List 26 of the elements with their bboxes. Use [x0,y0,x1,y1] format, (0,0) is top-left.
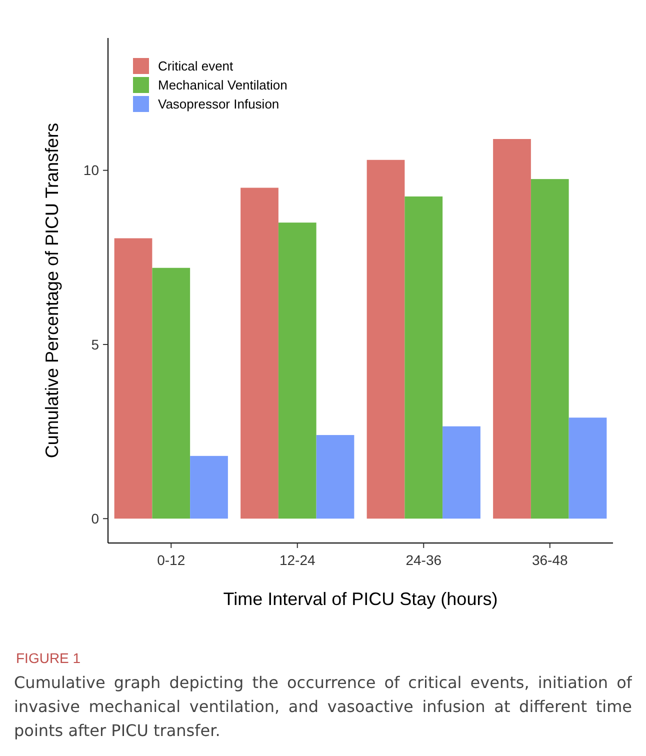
bar [316,435,354,519]
bar [530,179,569,519]
bar [366,160,405,519]
legend-label: Critical event [158,58,234,74]
y-tick-label: 10 [83,162,100,178]
x-tick-label: 24-36 [406,552,442,568]
x-axis-title: Time Interval of PICU Stay (hours) [223,589,498,609]
bar [114,238,152,519]
bar [240,188,278,519]
bar [442,426,480,519]
bar [152,268,190,519]
text: Cumulative graph depicting the occurrence of critical events, initiation of invasive mechanical ventilation, and vasoactive infusion at different time points after PICU transfer. [14,672,632,742]
y-tick-label: 5 [91,336,100,352]
x-tick-label: 36-48 [532,552,568,568]
y-tick-label: 0 [91,510,100,527]
bar [493,139,531,519]
caption: FIGURE 1 [16,650,81,666]
bar [568,418,607,519]
bar [404,196,443,519]
x-tick-label: 12-24 [279,552,316,568]
legend-label: Mechanical Ventilation [158,78,288,93]
bar [278,222,316,519]
legend-label: Vasopressor Infusion [158,96,280,112]
bar [190,456,228,519]
x-tick-label: 0-12 [157,552,186,568]
y-axis-title: Cumulative Percentage of PICU Transfers [42,122,62,458]
